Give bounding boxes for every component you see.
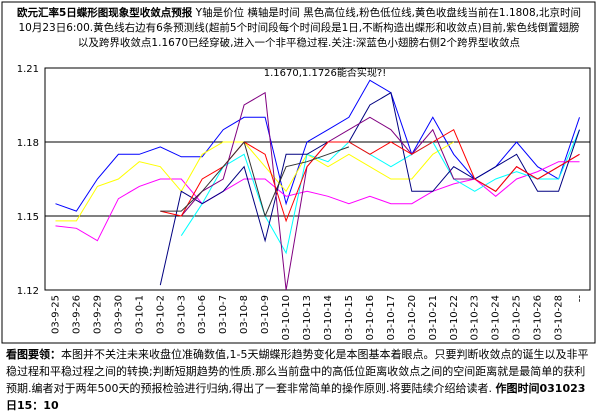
chart-title: 欧元汇率5日蝶形图现象型收敛点预报: [17, 7, 193, 19]
series-line: [160, 140, 350, 218]
x-tick-label: 03-9-29: [92, 295, 103, 334]
x-tick-label: 03-9-25: [50, 295, 61, 334]
x-tick-label: 03-10-9: [260, 295, 271, 334]
footnote-signature: 作图时间031023日15：10: [6, 382, 586, 412]
x-tick-label: 03-10-1: [134, 295, 145, 334]
x-tick-label: 03-10-26: [533, 295, 544, 340]
x-tick-label: 03-10-15: [344, 295, 355, 340]
chart-frame: [1, 1, 596, 344]
x-tick-label: 03-10-8: [239, 295, 250, 334]
x-tick-label: 03-10-24: [491, 295, 502, 340]
y-tick-label: 1.18: [17, 138, 39, 149]
footnote-text: 本图并不关注未来收盘位准确数值,1-5天蝴蝶形趋势变化是本图基本着眼点。只要判断…: [6, 348, 589, 395]
x-tick-label: 03-9-26: [71, 295, 82, 334]
y-tick-label: 1.12: [17, 286, 39, 297]
series-line: [55, 141, 454, 222]
x-tick-label: 03-10-20: [407, 295, 418, 340]
x-tick-label: 03-9-30: [113, 295, 124, 334]
x-tick-label: 03-10-28: [554, 295, 565, 340]
x-tick-label: 03-10-3: [176, 295, 187, 334]
series-line: [55, 161, 580, 242]
footnote-heading: 看图要领：: [6, 348, 61, 361]
x-tick-label: 03-10-13: [302, 295, 313, 340]
x-tick-label: 03-10-25: [512, 295, 523, 340]
x-tick-label: 03-10-23: [470, 295, 481, 340]
series-line: [159, 91, 580, 286]
y-tick-label: 1.15: [17, 212, 39, 223]
x-tick-label: 03-10-6: [197, 295, 208, 334]
x-tick-label: 03-10-2: [155, 295, 166, 334]
header: 欧元汇率5日蝶形图现象型收敛点预报 Y轴是价位 横轴是时间 黑色高位线,粉色低位…: [14, 6, 584, 51]
annotation: 1.1670,1.1726能否实现?!: [264, 66, 386, 79]
x-tick-label: 03-10-21: [428, 295, 439, 340]
footnote: 看图要领：本图并不关注未来收盘位准确数值,1-5天蝴蝶形趋势变化是本图基本着眼点…: [6, 346, 592, 414]
x-tick-label: 03-10-7: [218, 295, 229, 334]
x-tick-label: 03-10-22: [449, 295, 460, 340]
x-tick-label: --: [575, 295, 586, 303]
subtitle: Y轴是价位 横轴是时间 黑色高位线,粉色低位线,黄色收盘线当前在1.1808,北…: [18, 7, 581, 49]
x-tick-label: 03-10-16: [365, 295, 376, 340]
series-line: [180, 129, 580, 255]
x-tick-label: 03-10-10: [281, 295, 292, 340]
x-tick-label: 03-10-17: [386, 295, 397, 340]
y-tick-label: 1.21: [17, 64, 39, 75]
x-tick-label: 03-10-14: [323, 295, 334, 340]
